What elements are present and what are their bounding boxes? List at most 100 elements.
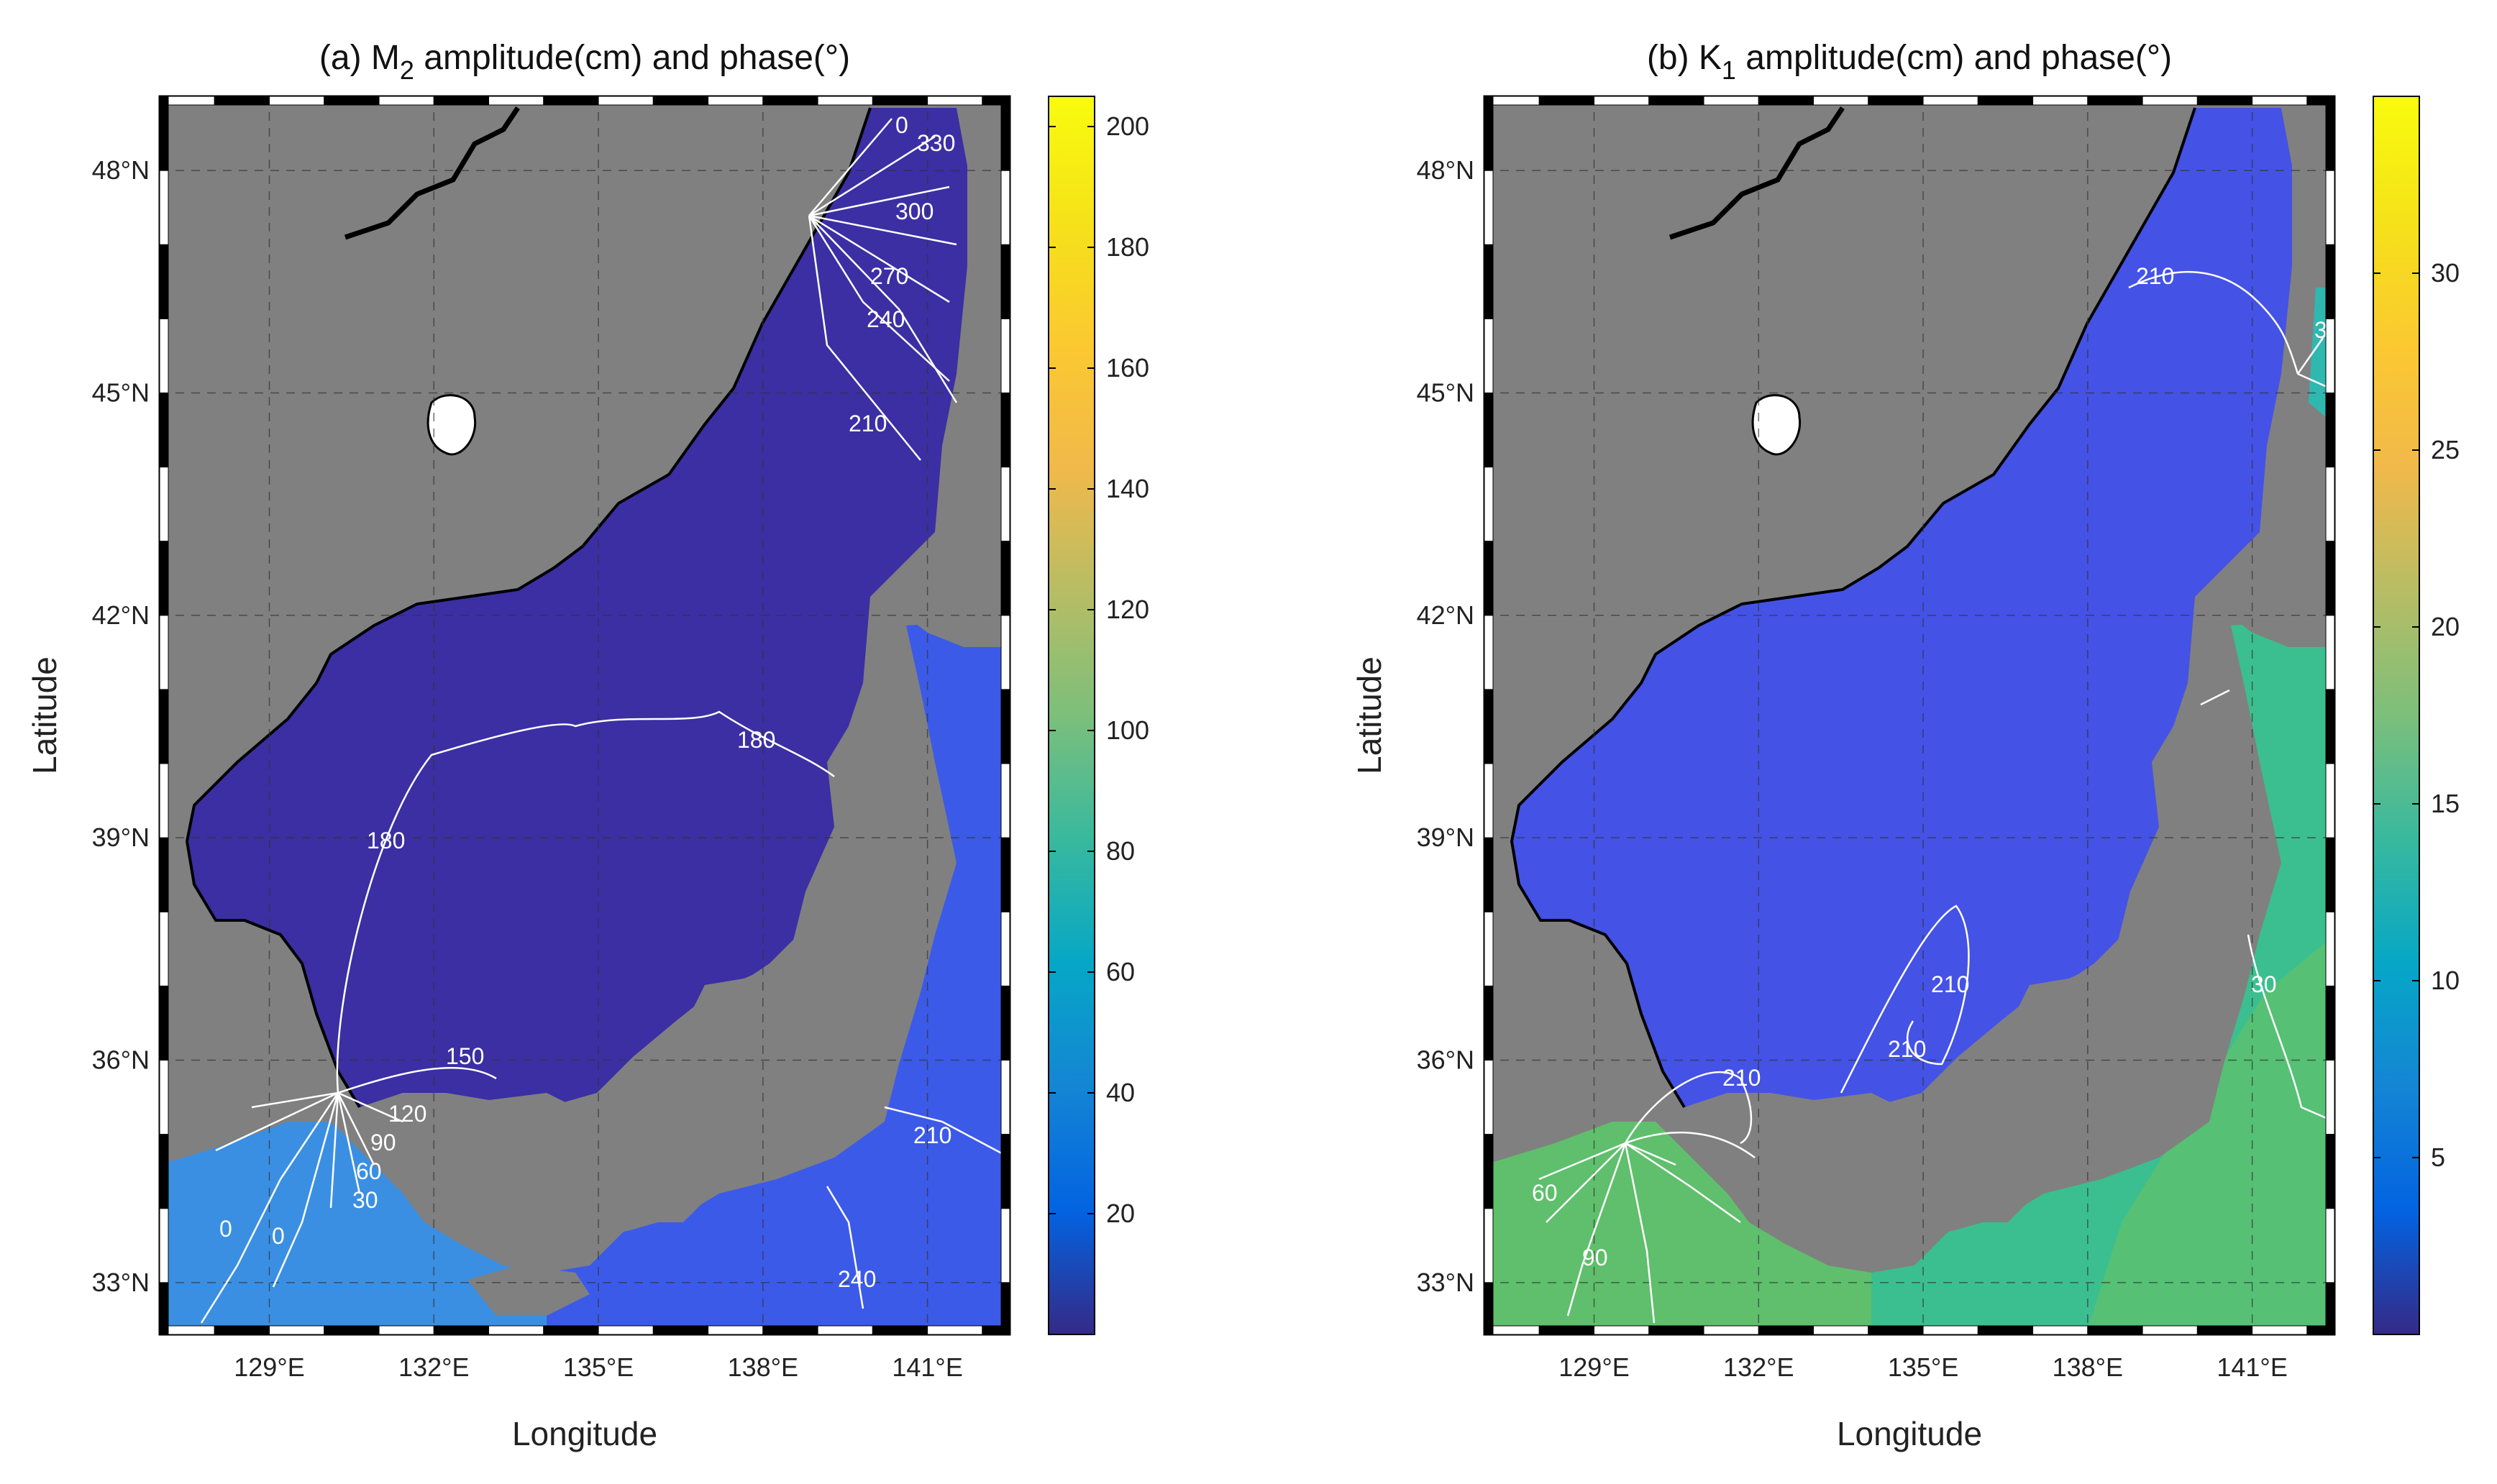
panel-b: (b) K1 amplitude(cm) and phase(°)	[1351, 39, 2460, 1452]
contour-label: 330	[917, 130, 955, 156]
panel-b-colorbar	[2373, 96, 2420, 1335]
panel-b-title: (b) K1 amplitude(cm) and phase(°)	[1647, 39, 2172, 85]
panel-b-coastline	[1510, 107, 2196, 1109]
border-segment	[2325, 244, 2335, 319]
border-segment	[2142, 96, 2198, 106]
border-segment	[1000, 244, 1010, 319]
border-segment	[598, 96, 654, 106]
contour-label: 210	[1931, 971, 1969, 997]
contour-label: 180	[737, 727, 775, 753]
border-segment	[1484, 689, 1494, 764]
border-segment	[1000, 1282, 1010, 1335]
colorbar-tick-label: 60	[1106, 957, 1135, 986]
border-segment	[1484, 911, 1494, 986]
contour-label: 300	[895, 198, 933, 224]
panel-a-xlabel: Longitude	[512, 1415, 657, 1452]
colorbar-tick-label: 100	[1106, 715, 1149, 745]
lon-tick-label: 132°E	[1723, 1352, 1794, 1382]
colorbar-tick-label: 80	[1106, 836, 1135, 866]
panel-b-border	[1484, 96, 2335, 1335]
panel-a-sea-pacific	[547, 618, 1010, 1334]
border-segment	[1594, 96, 1650, 106]
border-segment	[2032, 1325, 2089, 1335]
border-segment	[2325, 467, 2335, 542]
border-segment	[1758, 1325, 1814, 1335]
border-segment	[1977, 1325, 2034, 1335]
contour-label: 210	[1722, 1065, 1761, 1091]
lon-tick-label: 132°E	[398, 1352, 469, 1382]
colorbar-tick-label: 20	[1106, 1199, 1135, 1228]
border-segment	[1000, 689, 1010, 764]
border-segment	[598, 1325, 654, 1335]
border-segment	[159, 541, 169, 616]
colorbar-tick-label: 20	[2431, 612, 2460, 641]
contour-label: 210	[913, 1122, 951, 1148]
border-segment	[1484, 615, 1494, 690]
colorbar-tick-label: 200	[1106, 111, 1149, 141]
colorbar-tick-label: 180	[1106, 232, 1149, 262]
panel-a-lake	[426, 394, 477, 456]
border-segment	[2087, 1325, 2143, 1335]
border-segment	[1538, 96, 1595, 106]
border-segment	[1484, 244, 1494, 319]
panel-a-contours	[200, 118, 1010, 1324]
border-segment	[2196, 96, 2253, 106]
border-segment	[1000, 837, 1010, 912]
lon-tick-label: 129°E	[234, 1352, 304, 1382]
border-segment	[1703, 96, 1759, 106]
border-segment	[708, 96, 764, 106]
border-segment	[1000, 467, 1010, 542]
colorbar-tick-label: 30	[2431, 258, 2460, 288]
border-segment	[543, 96, 599, 106]
contour-label: 270	[870, 263, 908, 289]
panel-a-sea-korea-strait	[160, 1122, 547, 1334]
border-segment	[1000, 911, 1010, 986]
border-segment	[1977, 96, 2034, 106]
border-segment	[159, 1282, 169, 1335]
border-segment	[1758, 96, 1814, 106]
border-segment	[214, 1325, 270, 1335]
lat-tick-label: 45°N	[1417, 377, 1474, 407]
lat-tick-label: 45°N	[92, 377, 150, 407]
border-segment	[1000, 541, 1010, 616]
panel-b-lon-ticks: 129°E 132°E 135°E 138°E 141°E	[1558, 1352, 2288, 1382]
border-segment	[1000, 392, 1010, 468]
border-segment	[2325, 1134, 2335, 1209]
contour-label: 30	[2251, 971, 2277, 997]
border-segment	[159, 467, 169, 542]
border-segment	[159, 318, 169, 393]
lat-tick-label: 33°N	[1417, 1268, 1474, 1297]
border-segment	[214, 96, 270, 106]
border-segment	[652, 1325, 709, 1335]
panel-b-sakhalin	[2281, 108, 2334, 302]
border-segment	[1484, 170, 1494, 245]
panel-b-ylabel: Latitude	[1351, 656, 1388, 774]
border-segment	[324, 96, 380, 106]
border-segment	[2325, 615, 2335, 690]
contour-label: 30	[352, 1187, 378, 1213]
border-segment	[817, 1325, 873, 1335]
border-segment	[2325, 911, 2335, 986]
border-segment	[1000, 1059, 1010, 1135]
border-segment	[159, 392, 169, 468]
border-segment	[488, 96, 544, 106]
panel-a-map: 0 330 300 270 240 210 180 180 150 120 90…	[160, 96, 1010, 1334]
border-segment	[708, 1325, 764, 1335]
lat-tick-label: 48°N	[1417, 155, 1474, 185]
panel-b-lake	[1751, 394, 1802, 456]
border-segment	[269, 1325, 325, 1335]
panel-a-lat-ticks: 33°N 36°N 39°N 42°N 45°N 48°N	[92, 155, 150, 1297]
lon-tick-label: 141°E	[2217, 1352, 2287, 1382]
border-segment	[378, 96, 434, 106]
lon-tick-label: 129°E	[1558, 1352, 1629, 1382]
lon-tick-label: 141°E	[892, 1352, 962, 1382]
contour-label: 210	[849, 411, 887, 436]
contour-label: 60	[356, 1158, 382, 1184]
border-segment	[1484, 96, 1494, 171]
panel-a-hokkaido	[899, 503, 1010, 647]
panel-b-grid	[1484, 96, 2334, 1334]
border-segment	[1484, 541, 1494, 616]
contour-label: 240	[838, 1266, 876, 1292]
border-segment	[2325, 96, 2335, 171]
